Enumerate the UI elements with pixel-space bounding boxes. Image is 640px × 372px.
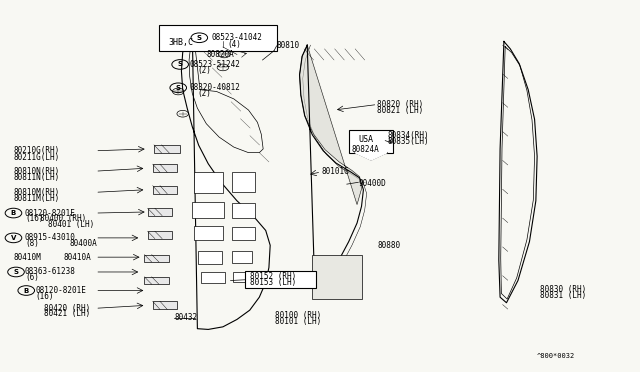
Text: 80100 (RH): 80100 (RH) bbox=[275, 311, 321, 320]
Bar bbox=[232, 172, 255, 192]
Text: (6): (6) bbox=[25, 273, 39, 282]
Text: 80101G: 80101G bbox=[321, 167, 349, 176]
Bar bbox=[349, 131, 394, 153]
Text: 08363-61238: 08363-61238 bbox=[25, 267, 76, 276]
Bar bbox=[192, 202, 224, 218]
Text: 80824A: 80824A bbox=[351, 145, 379, 154]
Text: S: S bbox=[176, 85, 180, 91]
Text: (2): (2) bbox=[197, 66, 211, 75]
Text: B: B bbox=[11, 210, 16, 216]
Text: 08915-43010: 08915-43010 bbox=[25, 233, 76, 243]
Text: 80880: 80880 bbox=[378, 241, 401, 250]
Bar bbox=[245, 271, 316, 288]
Bar bbox=[153, 164, 177, 172]
Text: 80820A: 80820A bbox=[206, 50, 234, 59]
Text: 80820 (RH): 80820 (RH) bbox=[378, 100, 424, 109]
Text: 80421 (LH): 80421 (LH) bbox=[44, 310, 90, 318]
Bar bbox=[153, 301, 177, 310]
Bar bbox=[198, 251, 222, 264]
Text: 80834(RH): 80834(RH) bbox=[387, 131, 429, 141]
Bar bbox=[145, 277, 169, 284]
Bar bbox=[193, 171, 223, 193]
Text: 80152 (RH): 80152 (RH) bbox=[250, 272, 296, 281]
Text: 80432: 80432 bbox=[174, 313, 198, 322]
Text: 80410A: 80410A bbox=[63, 253, 91, 262]
Text: 80831 (LH): 80831 (LH) bbox=[540, 291, 587, 300]
Bar bbox=[232, 203, 255, 218]
Bar bbox=[232, 272, 252, 282]
Bar bbox=[232, 251, 252, 263]
Bar bbox=[154, 145, 179, 153]
Polygon shape bbox=[300, 45, 362, 205]
Text: USA: USA bbox=[358, 135, 373, 144]
Bar bbox=[145, 254, 169, 262]
Text: 08120-8201E: 08120-8201E bbox=[36, 286, 86, 295]
Text: 80101 (LH): 80101 (LH) bbox=[275, 317, 321, 326]
Polygon shape bbox=[355, 153, 387, 160]
Bar bbox=[312, 254, 362, 299]
Text: 08320-40812: 08320-40812 bbox=[189, 83, 241, 92]
Text: (2): (2) bbox=[197, 89, 211, 98]
Text: 08523-41042: 08523-41042 bbox=[211, 33, 262, 42]
Text: 80153 (LH): 80153 (LH) bbox=[250, 278, 296, 287]
Text: S: S bbox=[178, 61, 182, 67]
Text: 80810: 80810 bbox=[276, 41, 300, 50]
Bar bbox=[148, 231, 172, 238]
Bar bbox=[153, 186, 177, 194]
Text: 80400A: 80400A bbox=[70, 239, 97, 248]
Text: 80410M: 80410M bbox=[13, 253, 41, 262]
Text: 80810N(RH): 80810N(RH) bbox=[13, 167, 60, 176]
Text: 3HB,C: 3HB,C bbox=[168, 38, 193, 47]
Text: 80401 (LH): 80401 (LH) bbox=[48, 220, 94, 229]
Text: (16): (16) bbox=[25, 214, 44, 223]
Bar bbox=[232, 227, 255, 240]
Bar bbox=[159, 25, 277, 51]
Text: 80810M(RH): 80810M(RH) bbox=[13, 188, 60, 197]
Text: V: V bbox=[11, 235, 16, 241]
Bar bbox=[148, 208, 172, 216]
Text: 80210G(RH): 80210G(RH) bbox=[13, 146, 60, 155]
Text: 80821 (LH): 80821 (LH) bbox=[378, 106, 424, 115]
Bar bbox=[194, 227, 223, 240]
Text: 08523-51242: 08523-51242 bbox=[189, 60, 241, 69]
Text: 90400D: 90400D bbox=[358, 179, 386, 187]
Text: 80420 (RH): 80420 (RH) bbox=[44, 304, 90, 313]
Text: (4): (4) bbox=[227, 40, 241, 49]
Text: S: S bbox=[13, 269, 19, 275]
Text: 80830 (RH): 80830 (RH) bbox=[540, 285, 587, 294]
Text: 08120-8201E: 08120-8201E bbox=[25, 209, 76, 218]
Text: S: S bbox=[197, 35, 202, 41]
Text: 80811N(LH): 80811N(LH) bbox=[13, 173, 60, 182]
Text: B: B bbox=[24, 288, 29, 294]
Bar bbox=[201, 272, 225, 283]
Text: ^800*0032: ^800*0032 bbox=[537, 353, 575, 359]
Text: (16): (16) bbox=[36, 292, 54, 301]
Text: 80400 (RH): 80400 (RH) bbox=[40, 214, 86, 223]
Text: 80211G(LH): 80211G(LH) bbox=[13, 153, 60, 161]
Text: (8): (8) bbox=[25, 239, 39, 248]
Text: 80835(LH): 80835(LH) bbox=[387, 137, 429, 146]
Text: 80811M(LH): 80811M(LH) bbox=[13, 194, 60, 203]
